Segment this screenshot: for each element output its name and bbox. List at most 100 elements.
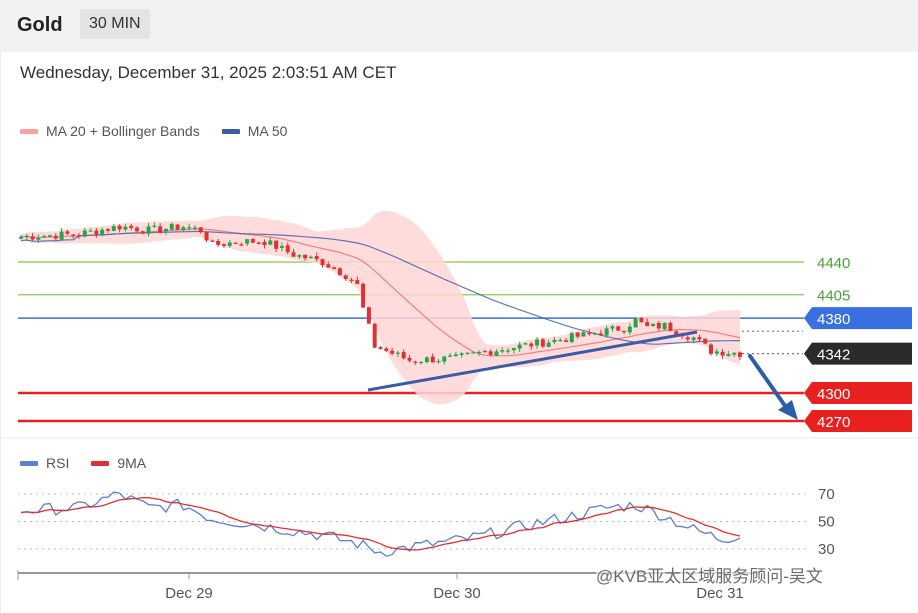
legend-ma50[interactable]: MA 50 (221, 123, 288, 139)
ma9-swatch-icon (91, 460, 110, 466)
candle-body (384, 348, 389, 351)
price-label-4440: 4440 (817, 255, 850, 272)
candle-body (564, 340, 569, 342)
candle-body (123, 226, 128, 230)
candle-body (656, 322, 661, 329)
rsi-tick-50: 50 (818, 514, 835, 531)
candle-body (366, 307, 371, 324)
legend-ma20-label: MA 20 + Bollinger Bands (46, 123, 200, 139)
rsi-9ma-line (20, 496, 741, 551)
candle-body (198, 227, 203, 233)
candle-body (343, 275, 348, 279)
candle-body (459, 353, 464, 355)
candle-body (24, 235, 29, 238)
candle-body (163, 228, 168, 232)
candle-body (622, 330, 627, 333)
candle-body (117, 225, 122, 230)
chart-header: Gold 30 MIN (0, 0, 918, 52)
chart-timestamp: Wednesday, December 31, 2025 2:03:51 AM … (20, 63, 397, 82)
price-legend: MA 20 + Bollinger Bands MA 50 (20, 123, 301, 139)
candle-body (175, 224, 180, 230)
candle-body (395, 352, 400, 354)
legend-rsi[interactable]: RSI (20, 455, 69, 471)
candle-body (111, 226, 116, 231)
candle-body (82, 230, 87, 237)
candle-body (337, 268, 342, 276)
candle-body (47, 235, 52, 237)
candle-body (691, 337, 696, 341)
legend-ma50-label: MA 50 (247, 123, 288, 139)
legend-9ma[interactable]: 9MA (91, 455, 146, 471)
candle-body (76, 235, 81, 237)
candle-body (662, 322, 667, 330)
price-tag-4342 (804, 342, 912, 365)
candle-body (697, 337, 702, 340)
candle-body (540, 339, 545, 347)
candle-body (210, 240, 215, 242)
candle-body (453, 354, 458, 357)
timeframe-badge[interactable]: 30 MIN (80, 9, 150, 39)
price-tag-label-4380: 4380 (817, 311, 850, 328)
candle-body (239, 244, 244, 246)
candle-body (134, 227, 139, 232)
candle-body (250, 238, 255, 243)
candle-body (53, 235, 58, 239)
candle-body (355, 280, 360, 284)
candle-body (488, 351, 493, 355)
candle-body (233, 242, 238, 244)
candle-body (558, 339, 563, 342)
candle-body (146, 226, 151, 234)
x-tick-label: Dec 29 (165, 585, 213, 602)
legend-ma20[interactable]: MA 20 + Bollinger Bands (20, 123, 200, 139)
candle-body (419, 361, 424, 364)
candle-body (100, 229, 105, 236)
candle-body (279, 246, 284, 248)
price-tag-4300 (804, 381, 912, 404)
candle-body (169, 223, 174, 230)
candle-body (436, 360, 441, 363)
candle-body (645, 322, 650, 327)
candle-body (413, 361, 418, 363)
candle-body (105, 229, 110, 231)
candle-body (471, 352, 476, 354)
legend-9ma-label: 9MA (117, 455, 147, 471)
candle-body (442, 356, 447, 362)
support-trendline (367, 330, 698, 392)
candle-body (575, 332, 580, 337)
rsi-line (20, 491, 741, 557)
candle-body (36, 238, 41, 240)
candle-body (94, 230, 99, 235)
watermark: @KVB亚太区域服务顾问-吴文 (596, 562, 823, 587)
candle-body (535, 339, 540, 346)
candle-body (361, 283, 366, 308)
rsi-swatch-icon (20, 460, 38, 466)
projection-arrowhead-icon (778, 400, 798, 420)
candle-body (285, 245, 290, 253)
candle-body (546, 342, 551, 347)
candle-body (668, 322, 673, 331)
rsi-tick-70: 70 (818, 486, 835, 503)
candle-body (326, 264, 331, 268)
candle-body (19, 236, 23, 239)
ma20-swatch-icon (20, 128, 38, 134)
candle-body (308, 256, 313, 259)
candle-body (703, 338, 708, 344)
candle-body (726, 354, 731, 356)
candle-body (604, 328, 609, 336)
candle-body (256, 242, 261, 244)
price-tag-label-4300: 4300 (817, 386, 850, 403)
candle-body (88, 230, 93, 232)
candle-body (65, 231, 70, 234)
price-tag-4270 (804, 410, 912, 432)
candle-body (187, 227, 192, 229)
candle-body (500, 350, 505, 352)
candle-body (674, 331, 679, 335)
candle-body (477, 351, 482, 354)
candle-body (216, 241, 221, 245)
candle-body (291, 252, 296, 257)
candle-body (297, 255, 302, 257)
candle-body (204, 232, 209, 241)
candle-body (714, 351, 719, 354)
price-tag-label-4342: 4342 (817, 347, 850, 364)
